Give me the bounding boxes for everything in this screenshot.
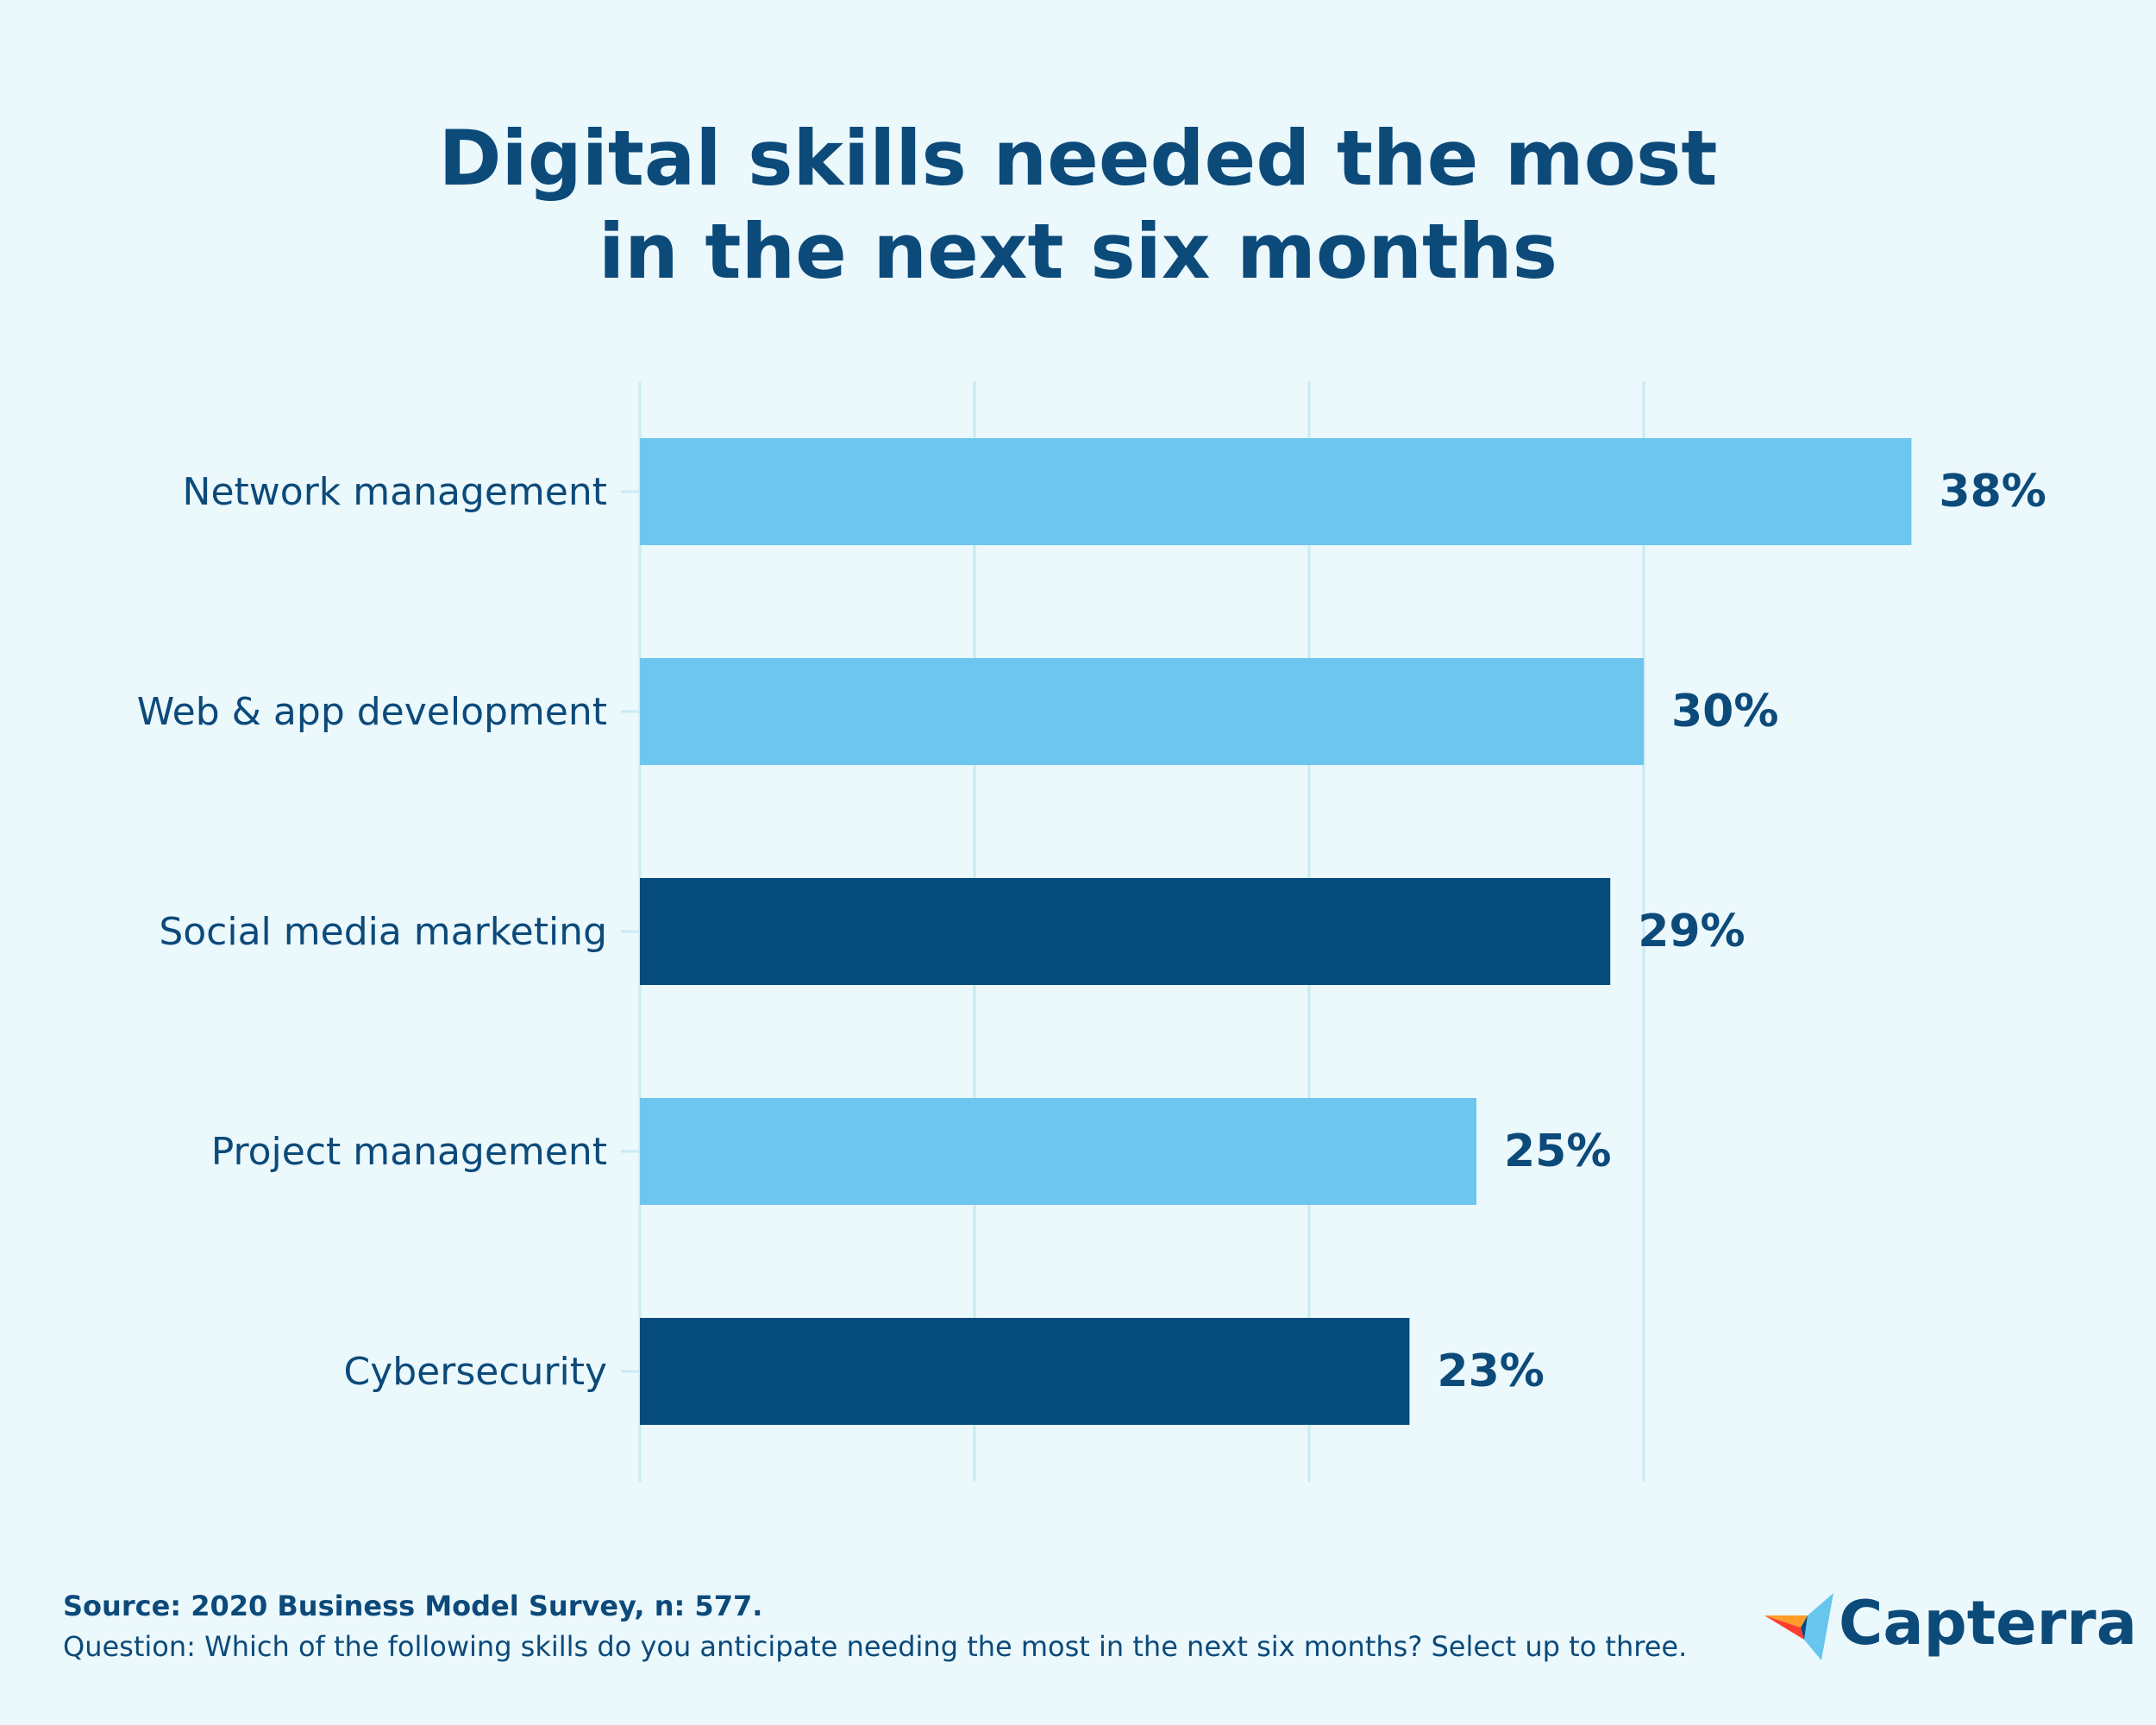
chart-title-line-1: Digital skills needed the most: [438, 114, 1718, 203]
category-label-project-management: Project management: [211, 1130, 607, 1174]
category-label-network-management: Network management: [183, 470, 607, 514]
chart-title-line-2: in the next six months: [598, 207, 1558, 296]
capterra-logo-text: Capterra: [1839, 1588, 2137, 1659]
value-label-network-management: 38%: [1939, 466, 2046, 518]
bar-project-management: [640, 1098, 1476, 1205]
bar-web-app-development: [640, 658, 1644, 765]
category-label-cybersecurity: Cybersecurity: [343, 1350, 607, 1394]
question-note: Question: Which of the following skills …: [63, 1630, 1688, 1663]
value-label-social-media-marketing: 29%: [1638, 906, 1745, 957]
capterra-logo: Capterra: [1764, 1588, 2137, 1660]
value-label-project-management: 25%: [1504, 1126, 1611, 1177]
bar-cybersecurity: [640, 1318, 1410, 1425]
value-label-web-app-development: 30%: [1671, 686, 1778, 737]
category-label-social-media-marketing: Social media marketing: [159, 910, 607, 954]
value-label-cybersecurity: 23%: [1437, 1346, 1544, 1397]
capterra-logo-icon: [1764, 1593, 1833, 1660]
bar-social-media-marketing: [640, 878, 1611, 985]
source-note: Source: 2020 Business Model Survey, n: 5…: [63, 1590, 763, 1622]
bar-network-management: [640, 438, 1912, 545]
category-label-web-app-development: Web & app development: [137, 690, 607, 734]
